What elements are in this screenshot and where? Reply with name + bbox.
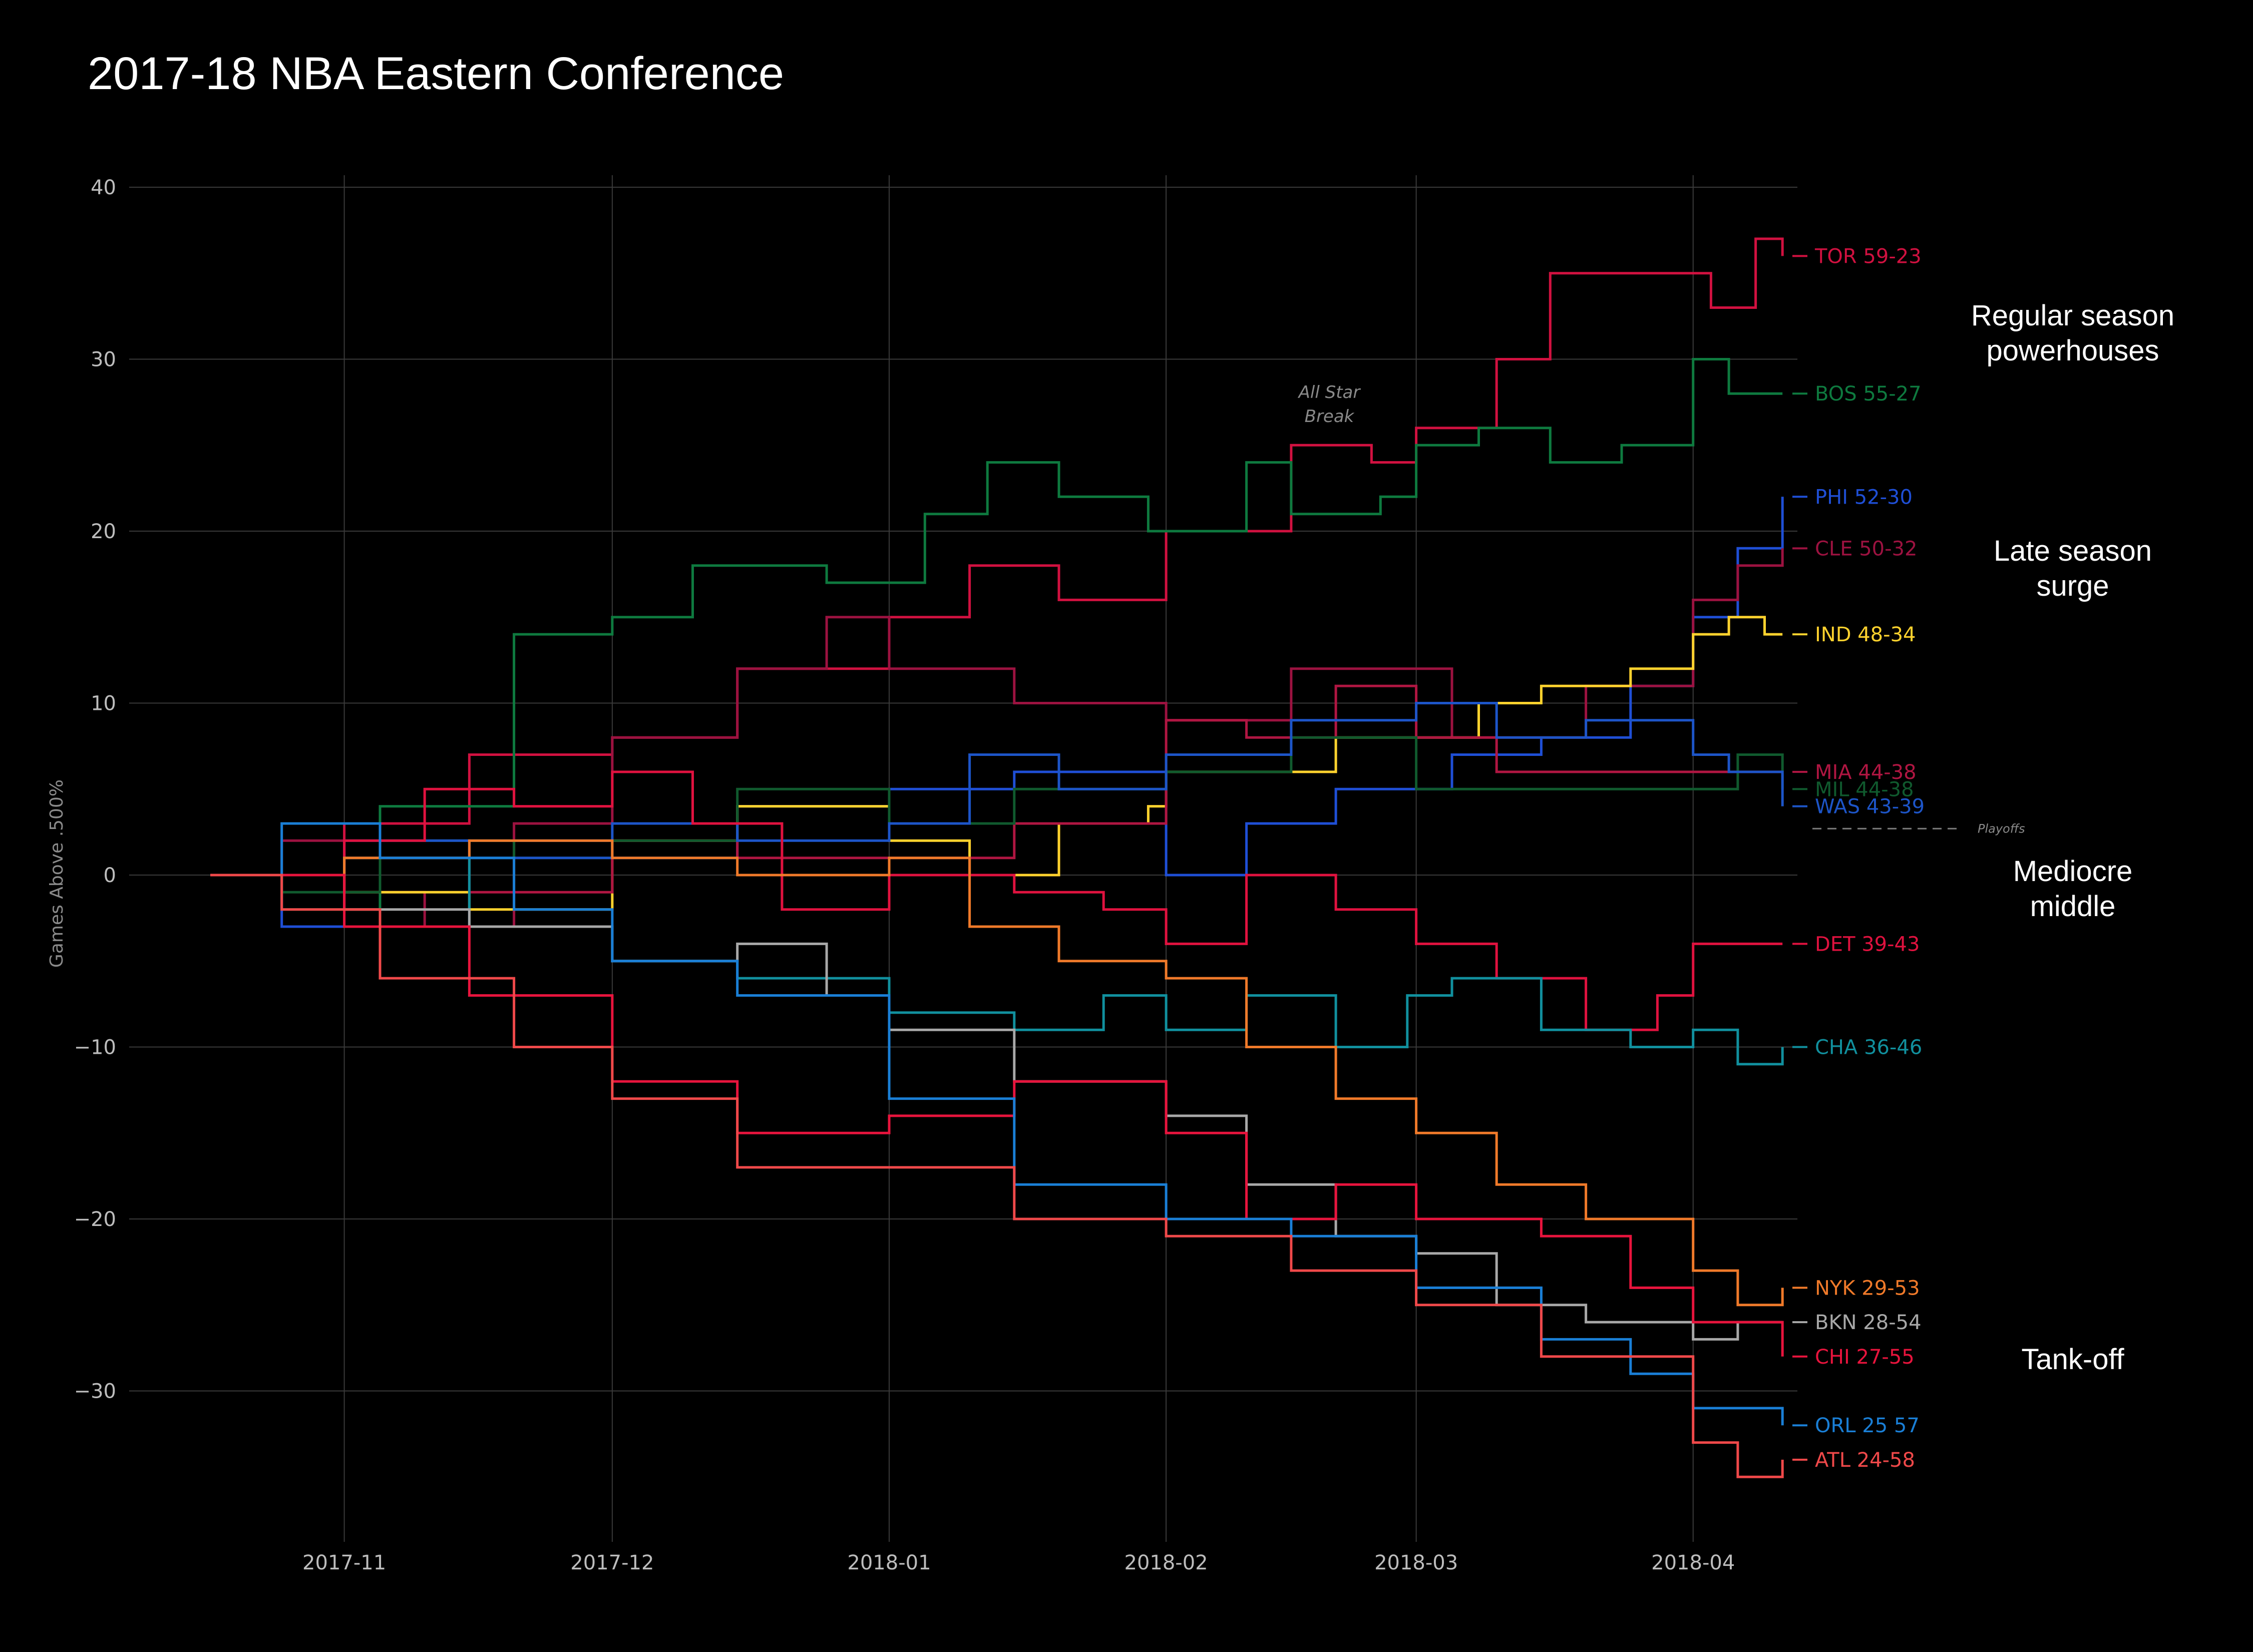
- series-lines: [210, 237, 1784, 1478]
- series-label-bkn: BKN 28-54: [1815, 1311, 1922, 1334]
- group-label-line: middle: [2030, 890, 2116, 923]
- y-tick-label: 0: [104, 864, 116, 887]
- all-star-break-line: All Star: [1298, 382, 1361, 402]
- y-axis-label: Games Above .500%: [47, 779, 67, 968]
- x-tick-label: 2017-11: [302, 1551, 386, 1574]
- series-line-bkn: [210, 874, 1783, 1341]
- y-tick-label: 40: [91, 176, 116, 199]
- team-labels: TOR 59-23 BOS 55-27 PHI 52-30 CLE 50-32 IND …: [1792, 245, 1925, 1472]
- series-label-chi: CHI 27-55: [1815, 1346, 1915, 1369]
- all-star-break-line: Break: [1305, 406, 1355, 427]
- series-line-orl: [210, 822, 1784, 1426]
- series-line-cha: [210, 857, 1784, 1066]
- group-label: Mediocre middle: [2013, 855, 2133, 923]
- y-tick-label: −10: [74, 1036, 116, 1059]
- series-label-orl: ORL 25 57: [1815, 1414, 1920, 1437]
- group-label-line: Late season: [1994, 535, 2152, 567]
- series-label-mil: MIL 44-38: [1815, 778, 1914, 801]
- group-label-line: powerhouses: [1987, 334, 2159, 367]
- series-label-mia: MIA 44-38: [1815, 761, 1917, 784]
- series-label-bos: BOS 55-27: [1815, 382, 1922, 405]
- group-label-line: Regular season: [1971, 299, 2174, 332]
- group-label-line: surge: [2036, 570, 2109, 602]
- group-label-line: Mediocre: [2013, 855, 2133, 888]
- y-tick-label: 30: [91, 348, 116, 371]
- group-label: Regular season powerhouses: [1971, 299, 2174, 367]
- group-label-line: Tank-off: [2021, 1343, 2124, 1376]
- group-label: Late season surge: [1994, 535, 2152, 602]
- y-tick-label: −20: [74, 1208, 116, 1231]
- x-tick-label: 2018-03: [1374, 1551, 1458, 1574]
- y-tick-label: 10: [91, 692, 116, 715]
- x-tick-label: 2017-12: [570, 1551, 654, 1574]
- series-label-atl: ATL 24-58: [1815, 1449, 1915, 1472]
- playoffs-label: Playoffs: [1978, 821, 2025, 836]
- y-tick-label: −30: [74, 1380, 116, 1403]
- series-line-atl: [210, 874, 1784, 1478]
- series-line-chi: [210, 874, 1784, 1357]
- all-star-break-label: All Star Break: [1298, 382, 1361, 427]
- x-tick-label: 2018-01: [847, 1551, 931, 1574]
- series-line-det: [210, 770, 1783, 1031]
- y-tick-label: 20: [91, 520, 116, 543]
- group-labels: Regular season powerhouses Late season surg…: [1971, 299, 2174, 1376]
- series-label-nyk: NYK 29-53: [1815, 1277, 1920, 1300]
- series-line-ind: [210, 616, 1783, 911]
- x-tick-label: 2018-02: [1124, 1551, 1208, 1574]
- series-line-bos: [210, 358, 1783, 911]
- series-label-phi: PHI 52-30: [1815, 486, 1913, 509]
- annotations: Playoffs All Star Break: [1298, 382, 2025, 836]
- x-tick-label: 2018-04: [1651, 1551, 1735, 1574]
- series-label-det: DET 39-43: [1815, 933, 1920, 956]
- series-label-ind: IND 48-34: [1815, 623, 1916, 646]
- series-line-phi: [210, 497, 1784, 928]
- series-line-tor: [210, 237, 1784, 877]
- group-label: Tank-off: [2021, 1343, 2124, 1376]
- series-label-was: WAS 43-39: [1815, 795, 1925, 818]
- chart-title: 2017-18 NBA Eastern Conference: [88, 48, 784, 99]
- series-label-tor: TOR 59-23: [1814, 245, 1922, 268]
- series-line-nyk: [210, 839, 1784, 1307]
- series-label-cha: CHA 36-46: [1815, 1036, 1922, 1059]
- series-label-cle: CLE 50-32: [1815, 537, 1917, 560]
- series-line-mil: [210, 736, 1784, 894]
